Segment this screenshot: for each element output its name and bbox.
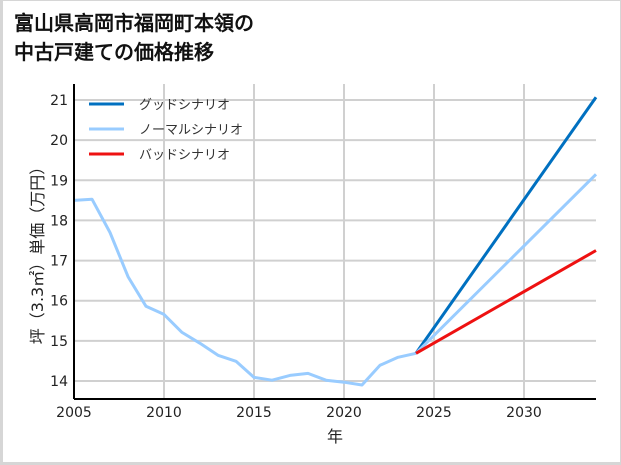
- y-tick-label: 19: [50, 173, 68, 189]
- y-tick-label: 16: [50, 294, 68, 310]
- y-axis-title: 坪（3.3㎡）単価（万円）: [28, 159, 47, 344]
- x-tick-label: 2020: [326, 405, 362, 421]
- series-line: [415, 249, 597, 355]
- y-tick-label: 20: [50, 133, 68, 149]
- x-axis-title: 年: [327, 427, 343, 446]
- x-tick-label: 2010: [146, 405, 182, 421]
- x-tick-label: 2030: [506, 405, 542, 421]
- x-tick-label: 2015: [236, 405, 272, 421]
- legend-label: グッドシナリオ: [139, 98, 230, 113]
- legend-label: バッドシナリオ: [139, 148, 230, 163]
- y-tick-label: 15: [50, 334, 68, 350]
- series-line: [73, 197, 417, 387]
- chart-title: 富山県高岡市福岡町本領の 中古戸建ての価格推移: [14, 11, 254, 64]
- y-tick-label: 21: [50, 93, 68, 109]
- series-line: [414, 173, 598, 355]
- legend-label: ノーマルシナリオ: [139, 123, 243, 138]
- x-tick-label: 2025: [416, 405, 452, 421]
- x-tick-label: 2005: [56, 405, 92, 421]
- y-tick-label: 18: [50, 213, 68, 229]
- y-tick-label: 14: [50, 374, 68, 390]
- y-tick-label: 17: [50, 254, 68, 270]
- data-series: [73, 96, 598, 387]
- axes: 14 15 16 17 18 19 20 21 2005 2010 2015 2020 2025 2030…: [28, 84, 596, 446]
- series-line: [414, 96, 598, 355]
